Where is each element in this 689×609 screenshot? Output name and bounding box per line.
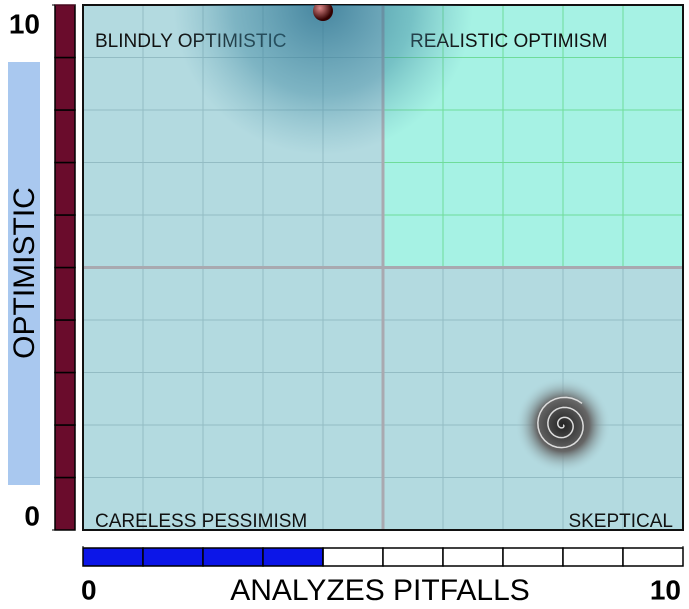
x-bar-segment bbox=[322, 547, 384, 567]
y-bar-segment bbox=[54, 319, 76, 374]
x-bar-segment bbox=[502, 547, 564, 567]
x-tick-label: 10 bbox=[650, 574, 681, 605]
quadrant-label: CARELESS PESSIMISM bbox=[95, 511, 307, 532]
x-tick-label: 0 bbox=[81, 574, 97, 605]
y-tick-label: 10 bbox=[9, 8, 40, 39]
y-bar-segment bbox=[54, 56, 76, 111]
x-bar-segment bbox=[622, 547, 684, 567]
x-bar-segment bbox=[262, 547, 324, 567]
y-bar-segment bbox=[54, 371, 76, 426]
x-bar-segment bbox=[202, 547, 264, 567]
gravity-well bbox=[173, 5, 473, 155]
x-axis-label: ANALYZES PITFALLS bbox=[230, 574, 530, 607]
ball-marker bbox=[313, 5, 333, 21]
y-tick-label: 0 bbox=[24, 500, 40, 531]
y-bar-segment bbox=[54, 109, 76, 164]
y-bar-segment bbox=[54, 4, 76, 59]
x-bar-segment bbox=[562, 547, 624, 567]
x-bar-segment bbox=[82, 547, 144, 567]
x-bar-segment bbox=[382, 547, 444, 567]
y-axis-label: OPTIMISTIC bbox=[8, 187, 41, 359]
y-bar-segment bbox=[54, 266, 76, 321]
quadrant-label: SKEPTICAL bbox=[568, 511, 673, 532]
y-bar-segment bbox=[54, 214, 76, 269]
spiral-arm bbox=[537, 396, 584, 449]
x-bar-segment bbox=[142, 547, 204, 567]
y-label-box bbox=[8, 62, 40, 485]
y-bar-segment bbox=[54, 476, 76, 531]
y-bar-segment bbox=[54, 424, 76, 479]
markers bbox=[173, 5, 611, 473]
y-bar-segment bbox=[54, 161, 76, 216]
x-bar-segment bbox=[442, 547, 504, 567]
